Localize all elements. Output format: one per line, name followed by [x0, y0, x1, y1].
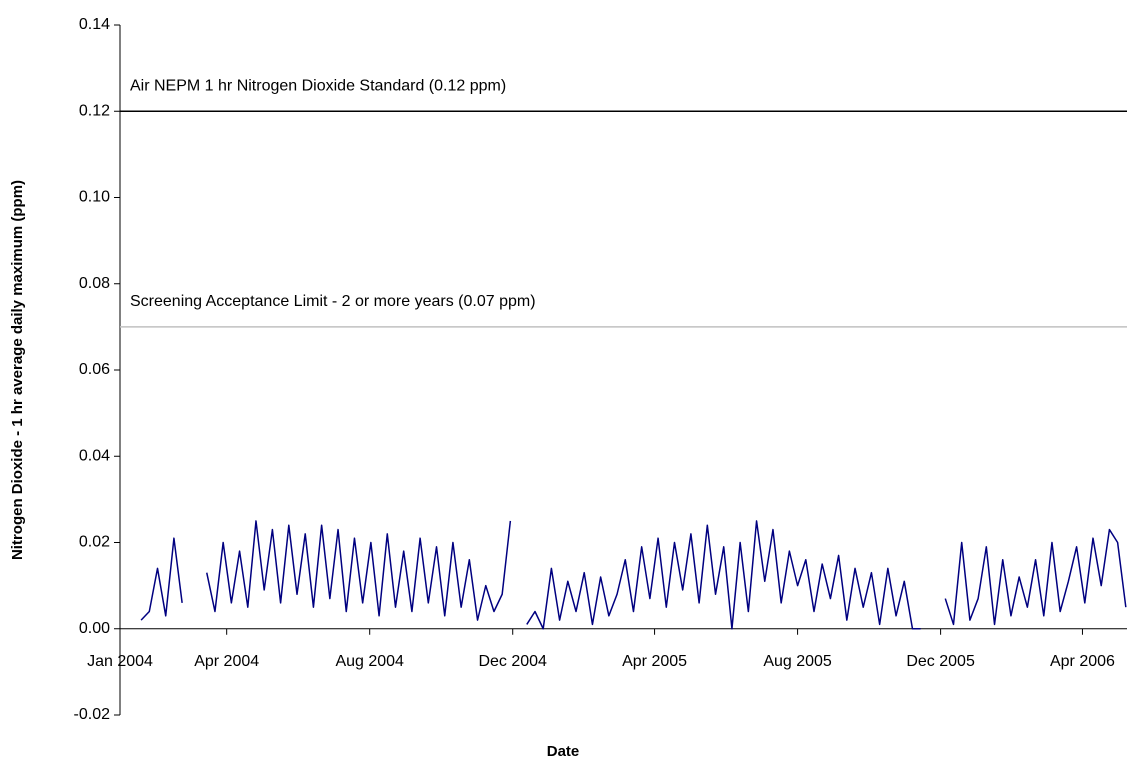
reference-label: Air NEPM 1 hr Nitrogen Dioxide Standard …: [130, 77, 506, 94]
y-tick-label: 0.14: [79, 16, 110, 33]
reference-label: Screening Acceptance Limit - 2 or more y…: [130, 293, 536, 310]
x-tick-label: Jan 2004: [87, 653, 153, 670]
x-tick-label: Aug 2005: [763, 653, 832, 670]
x-tick-label: Dec 2005: [906, 653, 975, 670]
y-tick-label: 0.00: [79, 620, 110, 637]
x-tick-label: Apr 2006: [1050, 653, 1115, 670]
data-line: [140, 520, 1127, 630]
y-tick-label: 0.06: [79, 361, 110, 378]
x-tick-label: Aug 2004: [335, 653, 404, 670]
x-tick-label: Dec 2004: [478, 653, 547, 670]
y-tick-label: 0.10: [79, 189, 110, 206]
y-tick-label: 0.02: [79, 534, 110, 551]
x-axis-label: Date: [547, 743, 580, 760]
x-tick-label: Apr 2004: [194, 653, 259, 670]
y-tick-label: 0.04: [79, 447, 110, 464]
y-tick-label: 0.12: [79, 102, 110, 119]
y-tick-label: -0.02: [74, 706, 111, 723]
x-tick-label: Apr 2005: [622, 653, 687, 670]
y-axis-label: Nitrogen Dioxide - 1 hr average daily ma…: [9, 180, 26, 560]
y-tick-label: 0.08: [79, 275, 110, 292]
